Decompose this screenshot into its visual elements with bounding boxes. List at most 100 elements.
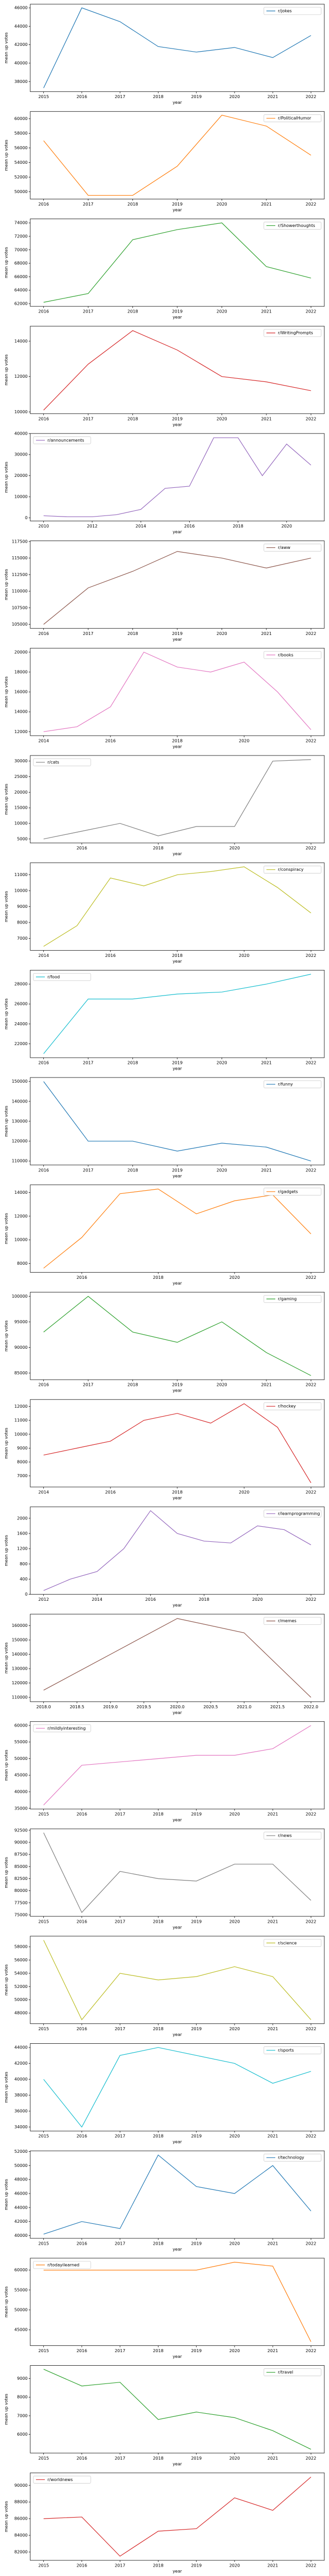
y-tick-label: 44000 (15, 2045, 28, 2050)
y-tick-label: 82500 (15, 1876, 28, 1881)
series-line (43, 2154, 311, 2235)
x-tick-label: 2017 (115, 2027, 125, 2031)
x-tick-label: 2016 (77, 2349, 87, 2353)
y-tick-label: 130000 (11, 1667, 28, 1671)
y-axis-label: mean up votes (4, 2179, 9, 2210)
chart-panel: 38000 40000 42000 44000 46000 2015 2016 2017 201… (4, 4, 325, 105)
chart-panel: 75000 77500 80000 82500 85000 87500 90000 92500… (4, 1828, 325, 1930)
x-tick-label: 2021 (261, 1061, 272, 1065)
legend-label: r/worldnews (47, 2477, 73, 2482)
x-tick-label: 2017 (115, 2241, 125, 2246)
x-tick-label: 2017 (83, 1383, 93, 1387)
legend-box (33, 973, 91, 981)
y-tick-label: 2000 (17, 1516, 28, 1520)
y-tick-label: 30000 (15, 759, 28, 763)
x-axis-label: year (173, 1281, 182, 1286)
y-tick-label: 110000 (11, 1159, 28, 1164)
legend-box (33, 758, 91, 766)
x-axis-label: year (173, 315, 182, 320)
x-tick-label: 2016 (38, 1061, 48, 1065)
x-tick-label: 2018.5 (70, 1705, 84, 1709)
chart-panel: 62000 64000 66000 68000 70000 72000 74000 2016 2… (4, 219, 325, 320)
legend-box (33, 436, 91, 445)
axes-frame (30, 969, 325, 1058)
axes-frame (30, 219, 325, 307)
series-line (43, 1832, 311, 1913)
y-axis-label: mean up votes (4, 1535, 9, 1566)
series-line (43, 222, 311, 303)
x-tick-label: 2020 (252, 1597, 263, 1602)
x-tick-label: 2020 (229, 2027, 240, 2031)
series-line (43, 7, 311, 88)
y-tick-label: 90000 (15, 1840, 28, 1844)
x-tick-label: 2016 (105, 953, 116, 958)
y-tick-label: 85000 (15, 1864, 28, 1869)
y-tick-label: 20000 (15, 790, 28, 795)
y-tick-label: 56000 (15, 146, 28, 150)
y-tick-label: 25000 (15, 774, 28, 779)
x-tick-label: 2015 (38, 94, 48, 99)
legend-box (263, 1188, 322, 1196)
x-tick-label: 2022 (306, 1490, 316, 1494)
x-tick-label: 2020 (239, 1490, 249, 1494)
y-tick-label: 24000 (15, 1022, 28, 1026)
chart-panel: 34000 36000 38000 40000 42000 44000 2015 2016 20… (4, 2043, 325, 2144)
axes-frame (30, 4, 325, 92)
x-tick-label: 2020 (216, 1383, 227, 1387)
y-tick-label: 105000 (11, 622, 28, 627)
y-tick-label: 0 (25, 516, 28, 520)
y-axis-label: mean up votes (4, 1106, 9, 1137)
x-tick-label: 2021 (261, 1383, 272, 1387)
y-tick-label: 14000 (15, 1190, 28, 1195)
y-tick-label: 14000 (15, 339, 28, 343)
y-tick-label: 60000 (15, 116, 28, 121)
x-tick-label: 2018 (233, 524, 243, 529)
y-tick-label: 12000 (15, 1404, 28, 1409)
legend-label: r/memes (278, 1619, 297, 1623)
x-tick-label: 2021 (267, 2241, 278, 2246)
y-tick-label: 130000 (11, 1119, 28, 1123)
axes-frame (30, 862, 325, 951)
x-tick-label: 2016 (77, 1812, 87, 1817)
y-tick-label: 22000 (15, 1041, 28, 1046)
y-tick-label: 60000 (15, 1723, 28, 1728)
x-tick-label: 2016 (38, 416, 48, 421)
x-axis-label: year (173, 1173, 182, 1178)
x-tick-label: 2019 (191, 94, 201, 99)
y-tick-label: 110000 (11, 1695, 28, 1700)
x-tick-label: 2018 (153, 2349, 163, 2353)
y-axis-label: mean up votes (4, 1320, 9, 1351)
x-axis-label: year (173, 1388, 182, 1393)
y-tick-label: 60000 (15, 2268, 28, 2272)
chart-panel: 82000 84000 86000 88000 90000 2015 2016 2017 201… (4, 2472, 325, 2574)
x-axis-label: year (173, 1495, 182, 1500)
chart-panel: 50000 52000 54000 56000 58000 60000 2016 2017 20… (4, 111, 325, 212)
y-tick-label: 74000 (15, 221, 28, 225)
y-tick-label: 50000 (15, 2163, 28, 2168)
x-tick-label: 2018 (172, 738, 182, 743)
series-line (43, 1189, 311, 1269)
y-tick-label: 52000 (15, 175, 28, 179)
x-axis-label: year (173, 744, 182, 749)
x-tick-label: 2021 (267, 2563, 278, 2568)
series-line (43, 2476, 311, 2557)
y-tick-label: 62000 (15, 301, 28, 306)
legend-label: r/Showerthoughts (278, 223, 315, 228)
x-tick-label: 2019 (172, 631, 182, 636)
x-tick-label: 2022 (306, 738, 316, 743)
y-tick-label: 54000 (15, 1971, 28, 1975)
axes-frame (30, 1936, 325, 2024)
y-tick-label: 50000 (15, 2307, 28, 2312)
axes-frame (30, 1506, 325, 1595)
y-tick-label: 46000 (15, 6, 28, 10)
y-tick-label: 12000 (15, 729, 28, 734)
y-tick-label: 95000 (15, 1320, 28, 1324)
y-tick-label: 26000 (15, 1002, 28, 1007)
chart-panel: 0 10000 20000 30000 40000 2010 2012 2014 2016 201… (4, 431, 325, 534)
y-tick-label: 1200 (17, 1547, 28, 1551)
x-tick-label: 2021 (267, 2456, 278, 2461)
legend-box (263, 544, 322, 552)
x-tick-label: 2022 (306, 2134, 316, 2139)
x-tick-label: 2015 (38, 2349, 48, 2353)
legend-label: r/WritingPrompts (278, 331, 313, 336)
